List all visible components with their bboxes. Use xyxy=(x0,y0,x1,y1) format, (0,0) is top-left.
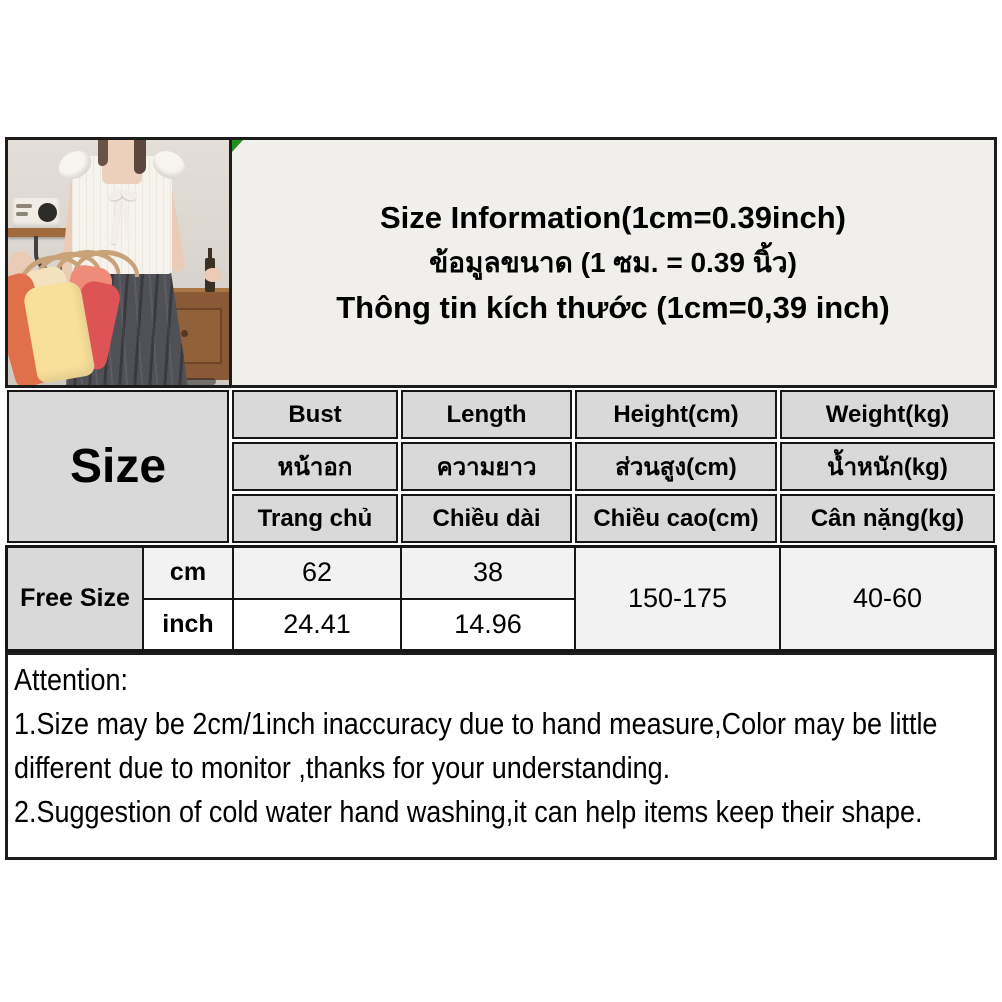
attention-notes: Attention: 1.Size may be 2cm/1inch inacc… xyxy=(5,652,997,860)
header-height-en: Height(cm) xyxy=(575,390,777,439)
header-length-th: ความยาว xyxy=(401,442,572,491)
header-weight-th: น้ำหนัก(kg) xyxy=(780,442,995,491)
bottle xyxy=(208,248,212,260)
model-neck xyxy=(107,140,135,170)
attention-note-1b: different due to monitor ,thanks for you… xyxy=(14,750,671,785)
size-table-data: Free Size cm 62 38 150-175 40-60 inch 24… xyxy=(5,545,997,652)
radio-dial xyxy=(16,204,32,208)
row-label-free-size: Free Size xyxy=(8,548,142,649)
green-corner-marker-icon xyxy=(232,140,243,152)
title-vietnamese: Thông tin kích thước (1cm=0,39 inch) xyxy=(336,290,890,325)
size-corner-cell: Size xyxy=(7,390,229,543)
header-bust-en: Bust xyxy=(232,390,398,439)
wood-shelf xyxy=(8,228,72,237)
height-range-value: 150-175 xyxy=(576,548,779,649)
title-thai: ข้อมูลขนาด (1 ซม. = 0.39 นิ้ว) xyxy=(429,247,797,278)
drawer-knob xyxy=(181,330,188,337)
length-inch-value: 14.96 xyxy=(402,599,574,649)
header-height-vi: Chiều cao(cm) xyxy=(575,494,777,543)
header-weight-en: Weight(kg) xyxy=(780,390,995,439)
bust-cm-value: 62 xyxy=(234,548,400,598)
bust-inch-value: 24.41 xyxy=(234,599,400,649)
unit-inch-cell: inch xyxy=(144,599,232,649)
weight-range-value: 40-60 xyxy=(781,548,994,649)
header-length-en: Length xyxy=(401,390,572,439)
header-weight-vi: Cân nặng(kg) xyxy=(780,494,995,543)
attention-note-2: 2.Suggestion of cold water hand washing,… xyxy=(14,794,923,829)
size-table-header: Size Bust Length Height(cm) Weight(kg) ห… xyxy=(5,388,997,545)
header-bust-th: หน้าอก xyxy=(232,442,398,491)
size-information-title-box: Size Information(1cm=0.39inch) ข้อมูลขนา… xyxy=(229,137,997,388)
header-height-th: ส่วนสูง(cm) xyxy=(575,442,777,491)
product-photo xyxy=(5,137,232,388)
radio-dial xyxy=(16,212,28,216)
title-english: Size Information(1cm=0.39inch) xyxy=(380,200,846,235)
unit-cm-cell: cm xyxy=(144,548,232,598)
radio-speaker xyxy=(38,203,57,222)
length-cm-value: 38 xyxy=(402,548,574,598)
attention-note-1a: 1.Size may be 2cm/1inch inaccuracy due t… xyxy=(14,706,938,741)
model-hand-right xyxy=(204,268,222,282)
model-hair xyxy=(134,140,146,174)
attention-heading: Attention: xyxy=(14,662,128,697)
header-bust-vi: Trang chủ xyxy=(232,494,398,543)
model-hair xyxy=(98,140,108,166)
header-length-vi: Chiều dài xyxy=(401,494,572,543)
